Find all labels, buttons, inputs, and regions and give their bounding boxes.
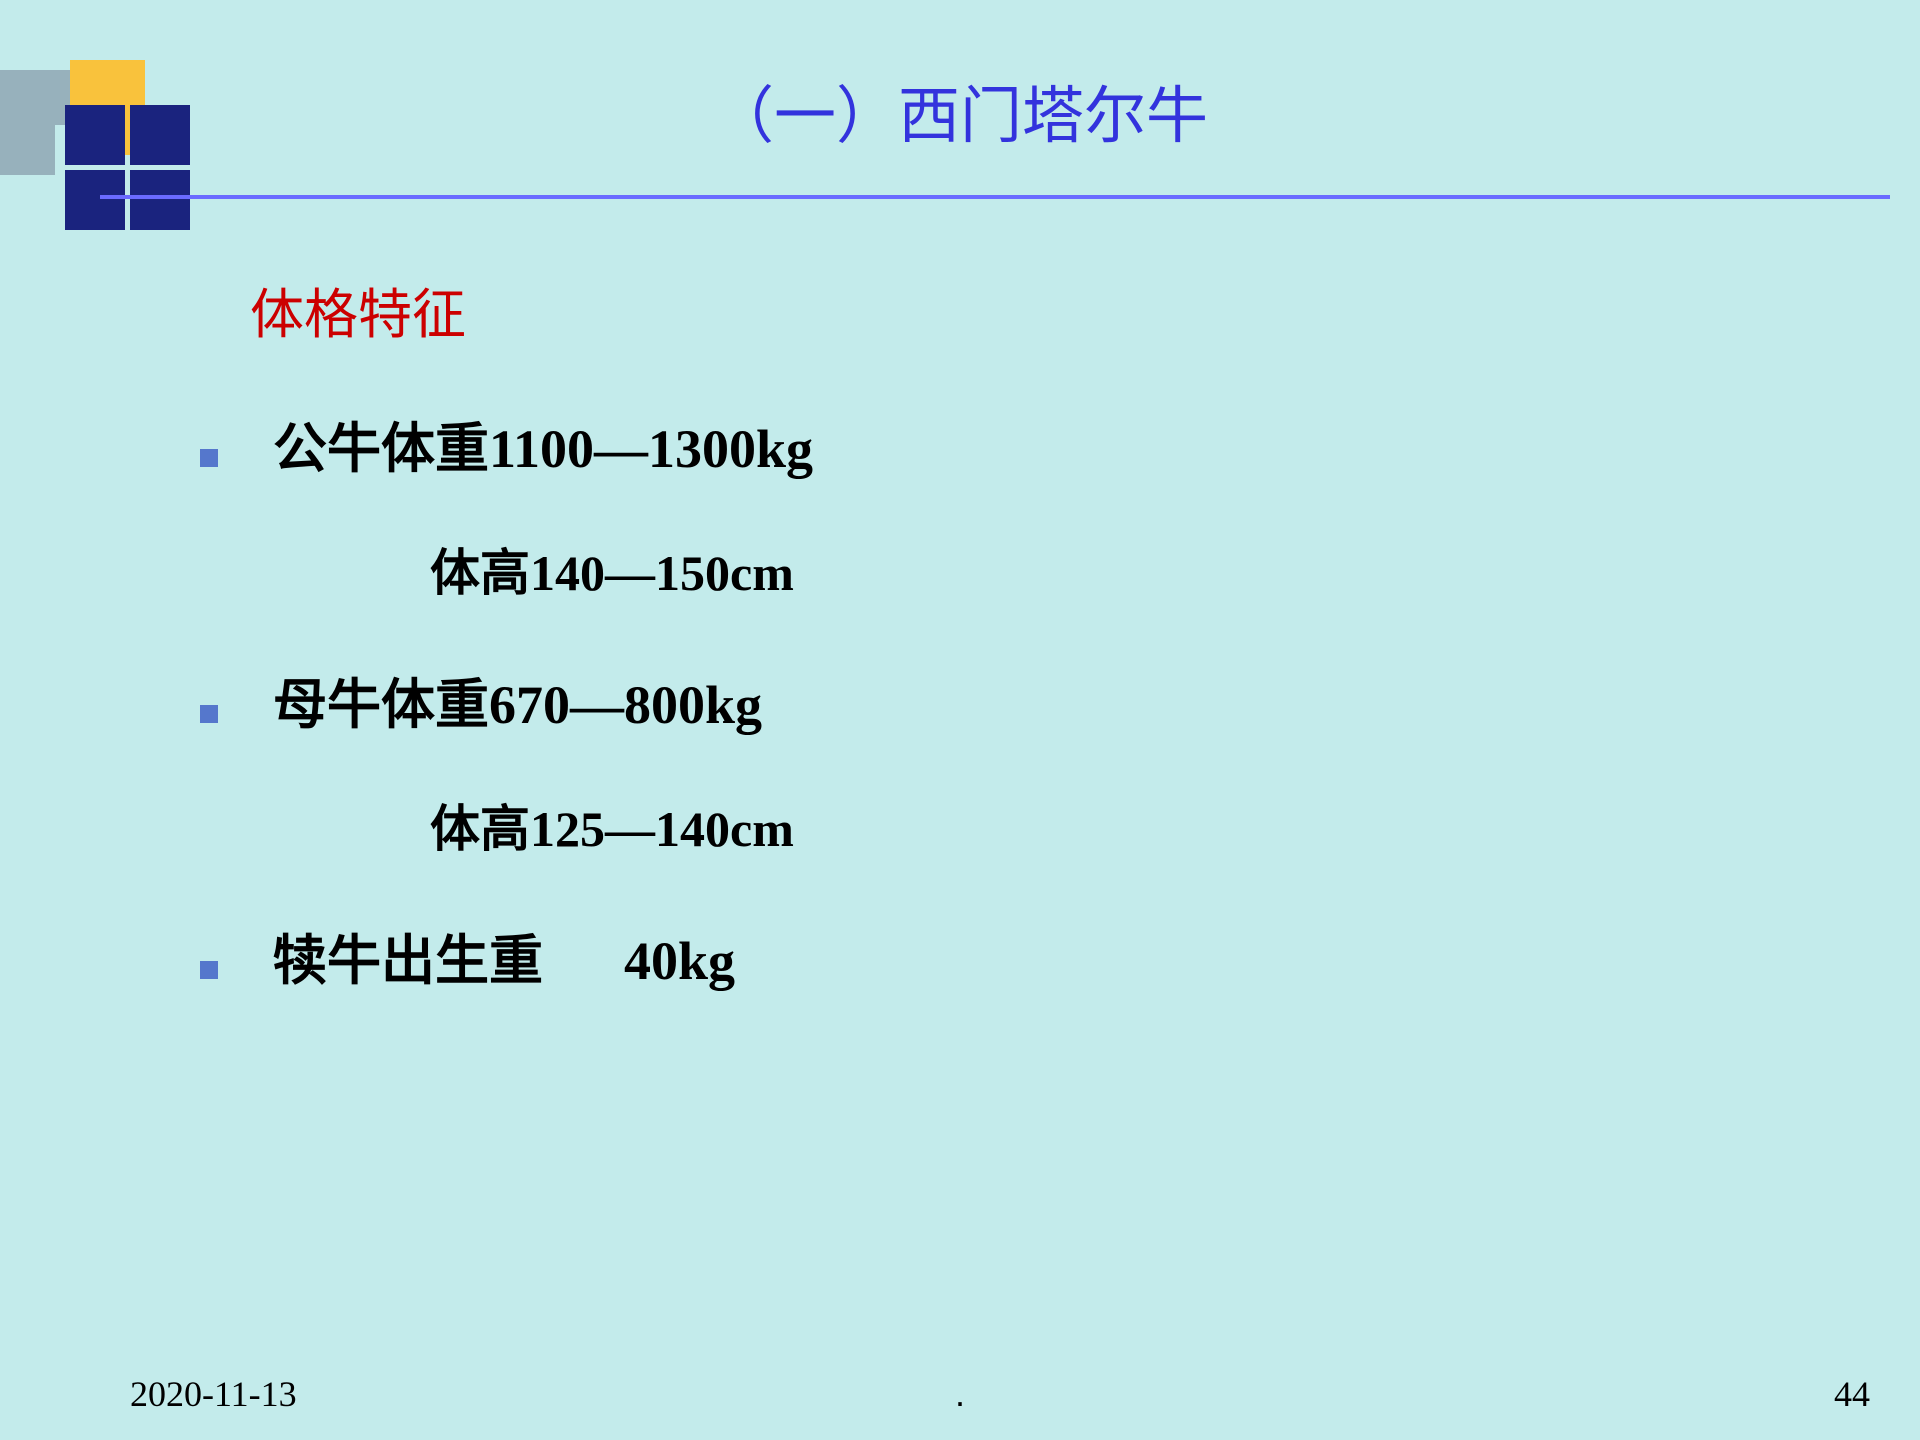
bullet-marker <box>200 961 218 979</box>
bullet-subtext: 体高140—150cm <box>430 533 1820 605</box>
footer-date: 2020-11-13 <box>130 1373 297 1415</box>
content-area: 体格特征 公牛体重1100—1300kg 体高140—150cm 母牛体重670… <box>200 270 1820 1045</box>
section-heading: 体格特征 <box>250 270 1820 349</box>
bullet-text: 母牛体重670—800kg <box>273 660 762 739</box>
bullet-marker <box>200 705 218 723</box>
footer-center: . <box>955 1373 965 1415</box>
bullet-item: 母牛体重670—800kg <box>200 660 1820 739</box>
slide-title: （一）西门塔尔牛 <box>0 65 1920 155</box>
title-underline <box>100 195 1890 199</box>
footer-page-number: 44 <box>1834 1373 1870 1415</box>
bullet-text: 公牛体重1100—1300kg <box>273 404 813 483</box>
bullet-subtext: 体高125—140cm <box>430 789 1820 861</box>
bullet-item: 犊牛出生重 40kg <box>200 916 1820 995</box>
bullet-text: 犊牛出生重 40kg <box>273 916 735 995</box>
bullet-item: 公牛体重1100—1300kg <box>200 404 1820 483</box>
bullet-marker <box>200 449 218 467</box>
